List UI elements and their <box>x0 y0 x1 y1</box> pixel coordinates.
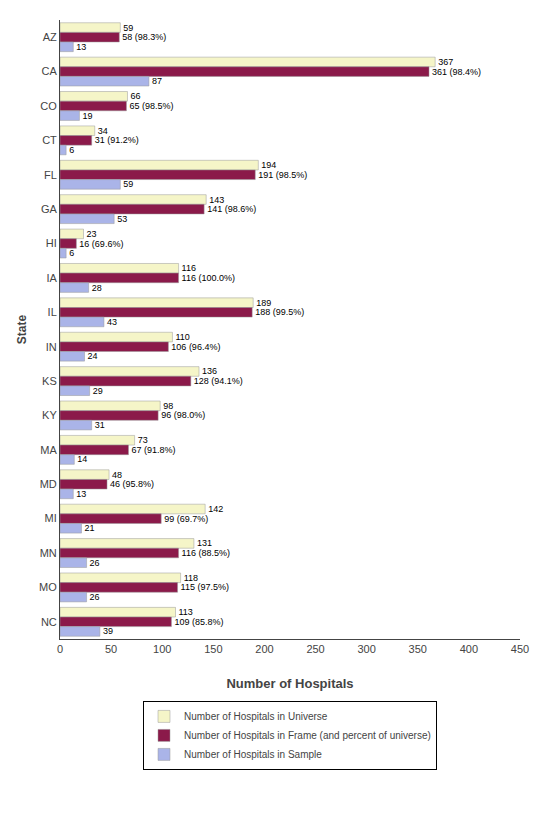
svg-text:142: 142 <box>208 504 223 514</box>
svg-text:21: 21 <box>84 523 94 533</box>
svg-text:128 (94.1%): 128 (94.1%) <box>194 376 243 386</box>
svg-text:23: 23 <box>87 229 97 239</box>
svg-text:MO: MO <box>39 581 57 593</box>
svg-text:67 (91.8%): 67 (91.8%) <box>131 445 175 455</box>
svg-text:58 (98.3%): 58 (98.3%) <box>122 32 166 42</box>
svg-text:367: 367 <box>438 57 453 67</box>
svg-text:116 (88.5%): 116 (88.5%) <box>182 548 230 558</box>
svg-text:191 (98.5%): 191 (98.5%) <box>258 170 307 180</box>
svg-text:87: 87 <box>152 76 162 86</box>
svg-text:189: 189 <box>256 298 271 308</box>
svg-text:14: 14 <box>77 454 87 464</box>
svg-text:300: 300 <box>357 643 375 655</box>
svg-text:31 (91.2%): 31 (91.2%) <box>95 135 139 145</box>
svg-text:28: 28 <box>92 283 102 293</box>
svg-text:48: 48 <box>112 470 122 480</box>
svg-text:26: 26 <box>90 592 100 602</box>
svg-text:13: 13 <box>76 42 86 52</box>
svg-text:CO: CO <box>40 100 57 112</box>
svg-text:100: 100 <box>153 643 171 655</box>
svg-text:250: 250 <box>306 643 324 655</box>
svg-text:State: State <box>15 315 29 345</box>
svg-text:26: 26 <box>90 558 100 568</box>
svg-text:200: 200 <box>255 643 273 655</box>
svg-text:115 (97.5%): 115 (97.5%) <box>181 582 229 592</box>
svg-text:53: 53 <box>117 214 127 224</box>
svg-text:Number of Hospitals in Univers: Number of Hospitals in Universe <box>184 711 328 722</box>
svg-text:141 (98.6%): 141 (98.6%) <box>207 204 256 214</box>
svg-text:Number of Hospitals in Sample: Number of Hospitals in Sample <box>184 749 322 760</box>
svg-text:0: 0 <box>57 643 63 655</box>
svg-text:MA: MA <box>40 444 57 456</box>
svg-text:59: 59 <box>123 23 133 33</box>
svg-text:HI: HI <box>46 237 57 249</box>
svg-text:IA: IA <box>46 272 57 284</box>
svg-text:39: 39 <box>103 626 113 636</box>
svg-text:IN: IN <box>46 341 57 353</box>
svg-text:73: 73 <box>138 435 148 445</box>
svg-text:Number of Hospitals: Number of Hospitals <box>226 676 353 691</box>
svg-text:GA: GA <box>41 203 58 215</box>
svg-text:113: 113 <box>179 607 193 617</box>
svg-text:109 (85.8%): 109 (85.8%) <box>174 617 223 627</box>
svg-text:Number of Hospitals in Frame (: Number of Hospitals in Frame (and percen… <box>184 730 431 741</box>
svg-text:59: 59 <box>123 179 133 189</box>
svg-text:110: 110 <box>175 332 189 342</box>
svg-text:194: 194 <box>261 160 276 170</box>
svg-text:106 (96.4%): 106 (96.4%) <box>171 342 220 352</box>
svg-text:AZ: AZ <box>43 31 57 43</box>
svg-text:116 (100.0%): 116 (100.0%) <box>182 273 235 283</box>
svg-text:6: 6 <box>69 248 74 258</box>
svg-text:131: 131 <box>197 538 212 548</box>
svg-text:150: 150 <box>204 643 222 655</box>
svg-text:24: 24 <box>88 351 98 361</box>
svg-text:CA: CA <box>42 65 58 77</box>
svg-text:MI: MI <box>45 512 57 524</box>
svg-text:16 (69.6%): 16 (69.6%) <box>79 239 123 249</box>
svg-text:50: 50 <box>105 643 117 655</box>
svg-text:361 (98.4%): 361 (98.4%) <box>432 67 481 77</box>
svg-text:99 (69.7%): 99 (69.7%) <box>164 514 208 524</box>
svg-text:116: 116 <box>182 263 196 273</box>
svg-text:6: 6 <box>69 145 74 155</box>
svg-text:34: 34 <box>98 126 108 136</box>
svg-text:43: 43 <box>107 317 117 327</box>
svg-text:400: 400 <box>460 643 478 655</box>
svg-text:31: 31 <box>95 420 105 430</box>
svg-text:IL: IL <box>48 306 57 318</box>
svg-text:MN: MN <box>40 547 57 559</box>
svg-text:188 (99.5%): 188 (99.5%) <box>255 307 304 317</box>
svg-text:98: 98 <box>163 401 173 411</box>
svg-text:118: 118 <box>184 573 198 583</box>
svg-text:96 (98.0%): 96 (98.0%) <box>161 410 205 420</box>
svg-text:46 (95.8%): 46 (95.8%) <box>110 479 154 489</box>
svg-text:19: 19 <box>82 111 92 121</box>
svg-text:29: 29 <box>93 386 103 396</box>
svg-text:350: 350 <box>409 643 427 655</box>
svg-text:NC: NC <box>41 616 57 628</box>
svg-text:13: 13 <box>76 489 86 499</box>
svg-text:KY: KY <box>42 409 57 421</box>
svg-text:CT: CT <box>42 134 57 146</box>
svg-text:450: 450 <box>511 643 529 655</box>
svg-text:143: 143 <box>209 195 224 205</box>
svg-text:FL: FL <box>44 169 57 181</box>
svg-text:65 (98.5%): 65 (98.5%) <box>129 101 173 111</box>
svg-text:136: 136 <box>202 366 217 376</box>
svg-text:KS: KS <box>42 375 57 387</box>
svg-text:MD: MD <box>40 478 57 490</box>
svg-text:66: 66 <box>130 91 140 101</box>
